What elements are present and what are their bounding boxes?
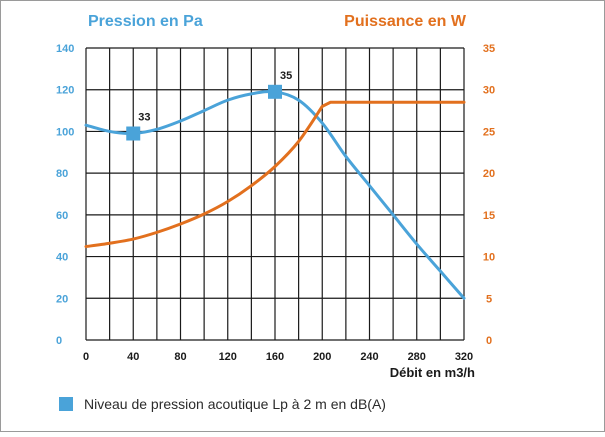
x-tick-label: 320 [455,351,473,363]
grid [85,47,465,341]
x-tick-label: 160 [266,351,284,363]
y-right-tick-label: 30 [483,85,495,97]
y-right-tick-label: 15 [483,210,495,222]
x-tick-label: 0 [83,351,89,363]
marker-label: 35 [280,70,292,82]
right-axis-title: Puissance en W [344,13,467,30]
y-left-tick-label: 60 [56,210,68,222]
marker-square [268,84,282,99]
tick-labels: 0 40 80 120 160 200 240 280 32002040608010012014… [56,43,495,363]
y-left-tick-label: 0 [56,335,62,347]
y-left-tick-label: 100 [56,126,74,138]
y-right-tick-label: 20 [483,168,495,180]
y-left-tick-label: 140 [56,43,74,55]
legend: Niveau de pression acoutique Lp à 2 m en… [59,396,386,412]
y-right-tick-label: 0 [486,335,492,347]
markers: 33 35 [126,70,292,141]
legend-label: Niveau de pression acoutique Lp à 2 m en… [84,396,386,412]
x-tick-label: 200 [313,351,331,363]
y-right-tick-label: 5 [486,293,492,305]
x-axis-label: Débit en m3/h [390,365,475,380]
y-right-tick-label: 25 [483,126,495,138]
y-right-tick-label: 35 [483,43,495,55]
y-right-tick-label: 10 [483,252,495,264]
y-left-tick-label: 20 [56,293,68,305]
y-left-tick-label: 80 [56,168,68,180]
series-line-power [84,100,466,249]
y-left-tick-label: 40 [56,252,68,264]
x-tick-label: 240 [360,351,378,363]
left-axis-title: Pression en Pa [88,13,203,30]
marker-label: 33 [138,112,150,124]
legend-swatch [59,397,73,411]
y-left-tick-label: 120 [56,85,74,97]
x-tick-label: 120 [219,351,237,363]
marker-square [126,126,141,141]
x-tick-label: 280 [408,351,426,363]
x-tick-label: 40 [127,351,139,363]
x-tick-label: 80 [174,351,186,363]
